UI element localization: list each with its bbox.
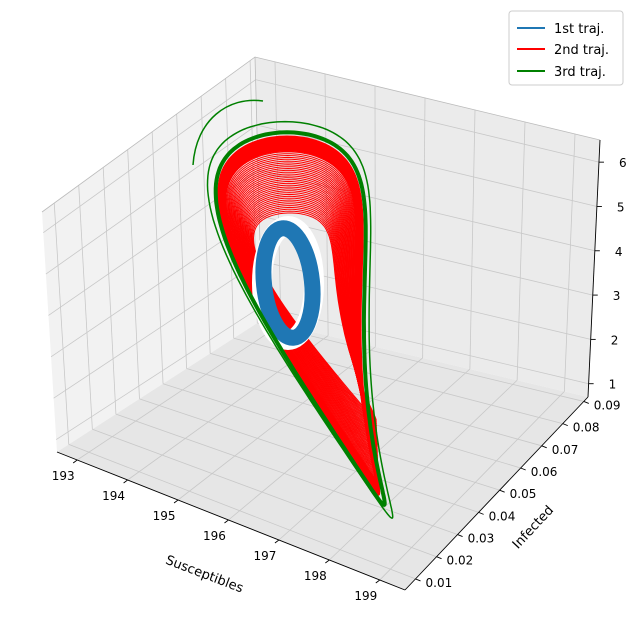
- z-tick-label: 3: [613, 289, 621, 303]
- y-tick: [583, 401, 589, 404]
- legend-box: [508, 10, 624, 86]
- green-orbit-outer: [206, 120, 394, 520]
- x-tick-label: 196: [203, 529, 226, 543]
- red-orbit: [244, 194, 378, 439]
- y-tick-label: 0.02: [447, 554, 474, 568]
- z-axis-line: [587, 139, 601, 398]
- gridline-x-wall: [469, 109, 476, 370]
- x-tick: [325, 559, 330, 564]
- series-3rd-traj: [192, 99, 394, 520]
- x-tick: [224, 519, 229, 524]
- series-2nd-traj: [217, 135, 381, 497]
- gridline-y-wall: [127, 149, 140, 399]
- y-tick: [541, 445, 547, 449]
- y-tick-label: 0.08: [573, 421, 600, 435]
- gridline-x: [76, 324, 282, 461]
- y-tick-label: 0.06: [531, 465, 558, 479]
- ticks: 193 194 195 196 197 198 199 0.01 0.02 0.03 0.04 0.0…: [52, 156, 627, 603]
- legend-label-2nd-traj: 2nd traj.: [554, 43, 609, 58]
- x-tick-label: 194: [102, 489, 125, 503]
- x-tick-label: 193: [52, 469, 75, 483]
- gridline-y-wall: [151, 131, 164, 384]
- red-orbit: [240, 184, 378, 448]
- gridline-y: [92, 428, 437, 558]
- gridline-y-wall: [53, 203, 70, 445]
- gridline-x: [177, 346, 376, 501]
- gridline-y-wall: [200, 96, 211, 354]
- x-tick-label: 197: [253, 549, 276, 563]
- y-axis-label: Infected: [510, 503, 557, 552]
- red-orbit: [251, 208, 377, 425]
- z-tick-label: 4: [615, 245, 623, 259]
- y-tick: [457, 534, 463, 537]
- gridline-x-wall: [422, 97, 426, 358]
- x-tick: [72, 459, 78, 464]
- y-tick: [478, 511, 484, 515]
- gridline-y: [68, 444, 416, 580]
- gridline-x-wall: [516, 121, 526, 381]
- y-tick: [436, 556, 442, 560]
- gridline-y: [139, 398, 479, 513]
- x-axis-label: Susceptibles: [163, 553, 245, 596]
- y-tick: [499, 489, 505, 493]
- red-orbit: [252, 210, 377, 423]
- red-orbit: [224, 151, 379, 481]
- gridline-y: [210, 352, 542, 447]
- red-orbit: [241, 186, 378, 447]
- z-tick-label: 6: [619, 156, 627, 170]
- red-orbit: [225, 153, 379, 479]
- green-orbit: [213, 130, 387, 508]
- y-tick: [415, 578, 421, 582]
- x-tick: [173, 499, 179, 504]
- y-tick: [520, 467, 526, 471]
- green-start: [192, 99, 264, 166]
- blue-band: [255, 220, 321, 346]
- y-axis-line: [404, 396, 589, 591]
- y-tick-label: 0.09: [594, 398, 621, 412]
- red-orbit: [223, 148, 380, 484]
- legend-label-3rd-traj: 3rd traj.: [554, 65, 606, 80]
- y-tick-label: 0.05: [510, 487, 537, 501]
- gridline-y: [115, 413, 458, 535]
- z-tick-label: 5: [617, 200, 625, 214]
- red-orbit: [243, 192, 378, 441]
- gridline-x-wall: [563, 133, 576, 392]
- y-tick-label: 0.01: [426, 576, 453, 590]
- x-tick: [274, 539, 280, 544]
- y-tick-label: 0.07: [552, 443, 579, 457]
- red-orbit: [237, 179, 378, 454]
- red-orbit: [241, 188, 378, 445]
- z-tick-label: 2: [611, 333, 619, 347]
- z-tick-label: 1: [609, 378, 617, 392]
- y-tick-label: 0.04: [489, 509, 516, 523]
- gridline-y-wall: [78, 185, 93, 430]
- x-tick-label: 199: [354, 589, 377, 603]
- gridline-y-wall: [176, 113, 187, 369]
- gridline-x: [228, 357, 423, 521]
- left-pane: [42, 57, 262, 452]
- floor-pane: [57, 320, 588, 590]
- gridline-x: [329, 379, 518, 561]
- gridline-y: [257, 322, 584, 402]
- series-1st-traj: [252, 216, 324, 350]
- y-tick-label: 0.03: [468, 532, 495, 546]
- x-tick: [123, 479, 128, 484]
- x-tick: [375, 579, 381, 584]
- legend-label-1st-traj: 1st traj.: [554, 22, 604, 37]
- x-axis-line: [56, 451, 406, 591]
- gridline-y-wall: [102, 167, 117, 415]
- red-orbit: [252, 212, 377, 421]
- legend: 1st traj. 2nd traj. 3rd traj.: [508, 10, 624, 86]
- axis-lines: [56, 139, 601, 591]
- red-orbit: [242, 190, 378, 443]
- x-tick-label: 195: [153, 509, 176, 523]
- red-orbit: [238, 181, 378, 452]
- gridline-x: [379, 391, 565, 581]
- x-tick-label: 198: [304, 569, 327, 583]
- y-tick: [562, 423, 568, 427]
- red-orbit: [239, 182, 378, 450]
- gridline-y: [162, 383, 500, 491]
